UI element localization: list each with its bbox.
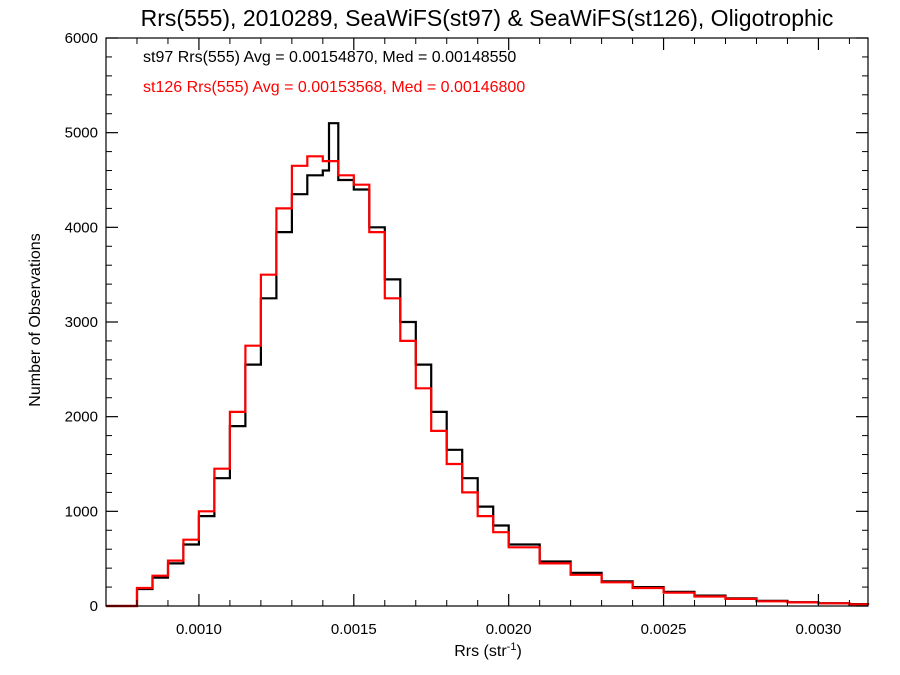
plot-frame bbox=[105, 37, 869, 607]
x-tick-label: 0.0020 bbox=[486, 621, 532, 638]
y-tick-label: 4000 bbox=[65, 219, 98, 236]
plot-area bbox=[106, 122, 870, 608]
y-axis-label: Number of Observations bbox=[27, 233, 44, 406]
x-axis-label-main: Rrs (str bbox=[454, 643, 507, 660]
x-tick-label: 0.0025 bbox=[641, 621, 687, 638]
y-tick-label: 1000 bbox=[65, 503, 98, 520]
series-st126-line bbox=[106, 155, 870, 608]
x-axis-label: Rrs (str-1) bbox=[454, 641, 522, 660]
y-tick-label: 0 bbox=[90, 598, 98, 615]
chart-title: Rrs(555), 2010289, SeaWiFS(st97) & SeaWi… bbox=[141, 5, 834, 31]
y-tick-label: 5000 bbox=[65, 125, 98, 142]
legend-st126: st126 Rrs(555) Avg = 0.00153568, Med = 0… bbox=[143, 79, 525, 96]
y-tick-label: 3000 bbox=[65, 314, 98, 331]
series-st97-line bbox=[106, 122, 870, 608]
x-tick-label: 0.0015 bbox=[331, 621, 377, 638]
legend-st97: st97 Rrs(555) Avg = 0.00154870, Med = 0.… bbox=[143, 49, 516, 66]
x-axis-label-close: ) bbox=[516, 643, 521, 660]
x-tick-label: 0.0010 bbox=[176, 621, 222, 638]
x-axis-label-superscript: -1 bbox=[507, 641, 517, 653]
y-tick-label: 2000 bbox=[65, 409, 98, 426]
axes: 0.0010 0.0015 0.0020 0.0025 0.0030 0 1000 2000 3… bbox=[65, 30, 869, 638]
x-tick-label: 0.0030 bbox=[795, 621, 841, 638]
y-tick-label: 6000 bbox=[65, 30, 98, 47]
